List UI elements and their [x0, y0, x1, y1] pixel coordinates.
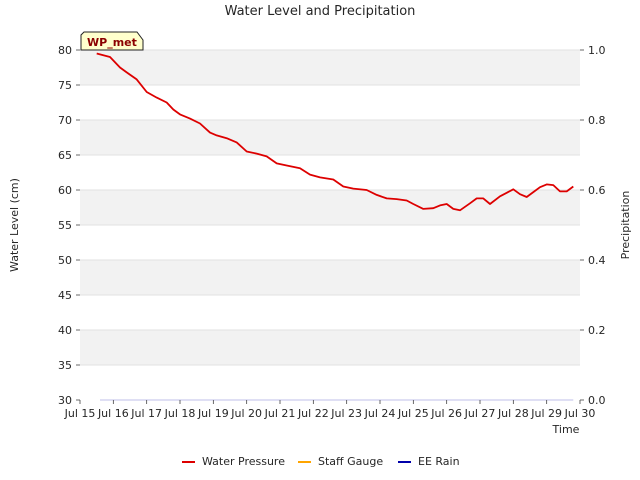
y-tick-label: 45 [58, 289, 72, 302]
x-tick-label: Jul 30 [564, 407, 596, 420]
y2-tick-label: 0.8 [588, 114, 606, 127]
x-tick-label: Jul 21 [264, 407, 296, 420]
x-tick-label: Jul 16 [97, 407, 129, 420]
grid-lines [80, 49, 580, 401]
x-tick-label: Jul 29 [530, 407, 562, 420]
legend-label-staff-gauge: Staff Gauge [318, 455, 383, 468]
y2-tick-label: 0.4 [588, 254, 606, 267]
y-tick-label: 30 [58, 394, 72, 407]
x-tick-label: Jul 15 [64, 407, 96, 420]
background-bands [80, 50, 580, 365]
y-tick-label: 55 [58, 219, 72, 232]
x-tick-label: Jul 18 [164, 407, 196, 420]
badge-label: WP_met [87, 36, 137, 49]
x-tick-label: Jul 24 [364, 407, 396, 420]
y2-axis-label: Precipitation [619, 191, 632, 260]
y-axis-label: Water Level (cm) [8, 178, 21, 272]
tick-layer: Jul 15 Jul 16 Jul 17 Jul 18 Jul 19 Jul 20 Jul … [58, 44, 606, 420]
y2-tick-label: 0.0 [588, 394, 606, 407]
x-tick-label: Jul 27 [464, 407, 496, 420]
x-tick-label: Jul 28 [497, 407, 529, 420]
y-tick-label: 50 [58, 254, 72, 267]
band-65 [80, 120, 580, 155]
x-tick-label: Jul 19 [197, 407, 229, 420]
x-tick-label: Jul 20 [230, 407, 262, 420]
x-axis-label: Time [552, 423, 580, 436]
y-tick-label: 80 [58, 44, 72, 57]
legend-label-water-pressure: Water Pressure [202, 455, 285, 468]
x-tick-label: Jul 26 [430, 407, 462, 420]
y-tick-label: 60 [58, 184, 72, 197]
badge-shape [80, 31, 144, 51]
x-tick-label: Jul 25 [397, 407, 429, 420]
band-55 [80, 190, 580, 225]
band-35 [80, 330, 580, 365]
x-tick-label: Jul 23 [330, 407, 362, 420]
y2-tick-label: 1.0 [588, 44, 606, 57]
chart-title: Water Level and Precipitation [225, 4, 416, 19]
y-tick-label: 75 [58, 79, 72, 92]
y2-tick-label: 0.2 [588, 324, 606, 337]
band-45 [80, 260, 580, 295]
y-tick-label: 70 [58, 114, 72, 127]
legend: Water Pressure Staff Gauge EE Rain [182, 455, 460, 468]
series-line-water-pressure [96, 52, 574, 212]
band-75 [80, 50, 580, 85]
y-tick-label: 65 [58, 149, 72, 162]
wp-met-badge: WP_met [80, 31, 144, 51]
y-tick-label: 40 [58, 324, 72, 337]
x-tick-label: Jul 17 [130, 407, 162, 420]
y2-tick-label: 0.6 [588, 184, 606, 197]
y-tick-label: 35 [58, 359, 72, 372]
x-tick-label: Jul 22 [297, 407, 329, 420]
legend-label-ee-rain: EE Rain [418, 455, 460, 468]
